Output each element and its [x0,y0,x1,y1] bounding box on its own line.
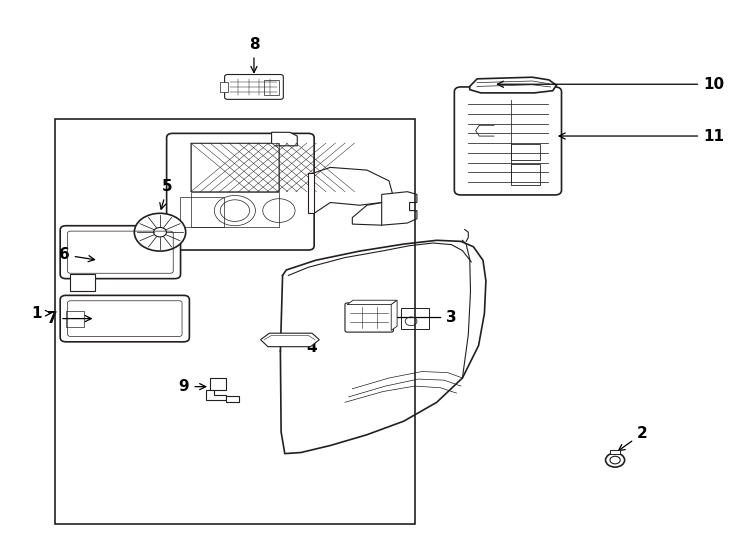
FancyBboxPatch shape [454,87,562,195]
Polygon shape [308,173,314,213]
Text: 11: 11 [559,129,724,144]
Text: 2: 2 [619,426,647,451]
Polygon shape [191,143,279,192]
FancyBboxPatch shape [60,295,189,342]
Text: 7: 7 [47,311,91,326]
Polygon shape [66,310,84,327]
Polygon shape [70,274,95,291]
Bar [191,143,279,192]
Text: 9: 9 [179,379,206,394]
Polygon shape [610,450,620,454]
Polygon shape [391,300,397,330]
Polygon shape [459,92,468,103]
Polygon shape [352,201,396,225]
Text: 4: 4 [280,340,317,355]
FancyBboxPatch shape [60,226,181,279]
Polygon shape [220,82,228,92]
Polygon shape [261,333,319,347]
Text: 10: 10 [498,77,724,92]
Polygon shape [314,167,393,213]
Text: 1: 1 [32,306,42,321]
Polygon shape [206,390,226,400]
Bar [264,80,279,94]
Text: 3: 3 [355,310,457,325]
Polygon shape [470,77,556,93]
Bar [511,144,540,160]
Bar [511,164,540,185]
Polygon shape [226,396,239,402]
Text: 6: 6 [59,247,95,262]
Bar [401,308,429,329]
FancyBboxPatch shape [225,75,283,99]
Circle shape [606,453,625,467]
Polygon shape [382,192,417,225]
Bar [55,119,415,524]
Text: 8: 8 [249,37,259,72]
FancyBboxPatch shape [167,133,314,250]
Bar [210,378,226,390]
Text: 5: 5 [160,179,172,210]
Polygon shape [347,300,397,305]
Polygon shape [272,132,297,146]
Bar [180,197,224,227]
FancyBboxPatch shape [345,303,393,332]
Circle shape [134,213,186,251]
